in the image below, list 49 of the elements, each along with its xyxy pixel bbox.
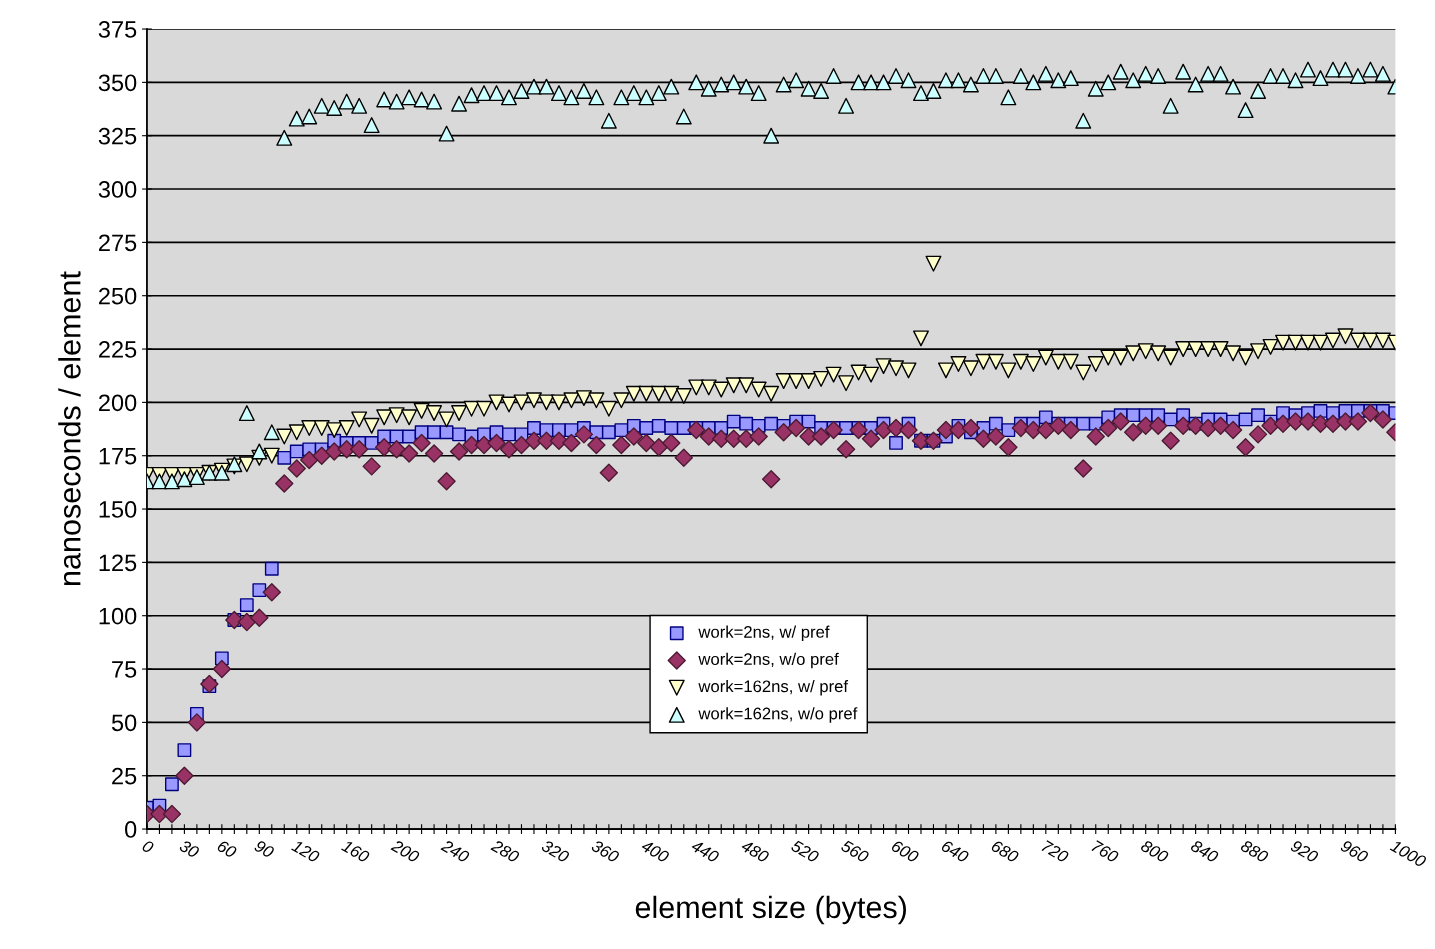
y-tick-label: 350: [98, 74, 137, 92]
x-tick-label: 720: [1041, 840, 1070, 864]
y-axis-title: nanoseconds / element: [58, 271, 81, 585]
x-tick-label: 320: [540, 839, 571, 864]
y-tick-label: 125: [99, 554, 137, 572]
x-tick-label: 960: [1339, 839, 1370, 864]
x-tick-label: 0: [141, 839, 155, 854]
x-tick-label: 400: [640, 839, 671, 864]
x-tick-label: 640: [940, 839, 970, 864]
x-tick-label: 560: [840, 839, 870, 864]
legend-label: work=162ns, w/ pref: [698, 679, 849, 696]
x-tick-label: 60: [216, 839, 238, 859]
y-tick-label: 325: [98, 127, 137, 145]
y-tick-label: 75: [112, 661, 137, 678]
legend-label: work=2ns, w/o pref: [698, 652, 839, 669]
y-tick-label: 0: [125, 821, 137, 838]
x-tick-label: 680: [990, 839, 1020, 864]
x-tick-label: 120: [291, 839, 321, 864]
x-tick-label: 880: [1239, 839, 1270, 864]
x-tick-label: 840: [1189, 839, 1220, 864]
x-tick-label: 160: [340, 839, 371, 864]
x-tick-label: 240: [440, 839, 471, 864]
x-tick-label: 90: [253, 839, 276, 859]
legend-label: work=162ns, w/o pref: [698, 707, 858, 723]
x-tick-label: 920: [1289, 839, 1320, 864]
y-tick-label: 375: [98, 21, 137, 38]
x-tick-label: 600: [890, 839, 920, 864]
x-tick-label: 480: [740, 839, 770, 864]
x-tick-label: 1000: [1389, 839, 1428, 868]
legend-label: work=2ns, w/ pref: [698, 625, 830, 642]
y-tick-label: 275: [99, 234, 137, 252]
x-tick-label: 360: [590, 839, 621, 864]
x-axis-title: element size (bytes): [635, 895, 906, 925]
x-tick-label: 280: [490, 839, 521, 864]
x-tick-label: 800: [1139, 839, 1170, 864]
x-tick-label: 200: [390, 839, 421, 864]
x-tick-label: 760: [1091, 840, 1120, 864]
y-tick-label: 50: [111, 714, 137, 732]
x-tick-label: 520: [790, 839, 820, 864]
x-tick-label: 30: [178, 839, 201, 859]
x-tick-label: 440: [690, 839, 720, 864]
y-tick-label: 250: [99, 287, 137, 305]
y-tick-label: 300: [98, 181, 137, 198]
y-tick-label: 25: [112, 767, 137, 785]
y-tick-label: 175: [99, 448, 137, 465]
y-tick-label: 100: [99, 607, 137, 625]
y-tick-label: 225: [99, 341, 137, 358]
y-tick-label: 150: [99, 501, 137, 518]
y-tick-label: 200: [99, 394, 137, 412]
